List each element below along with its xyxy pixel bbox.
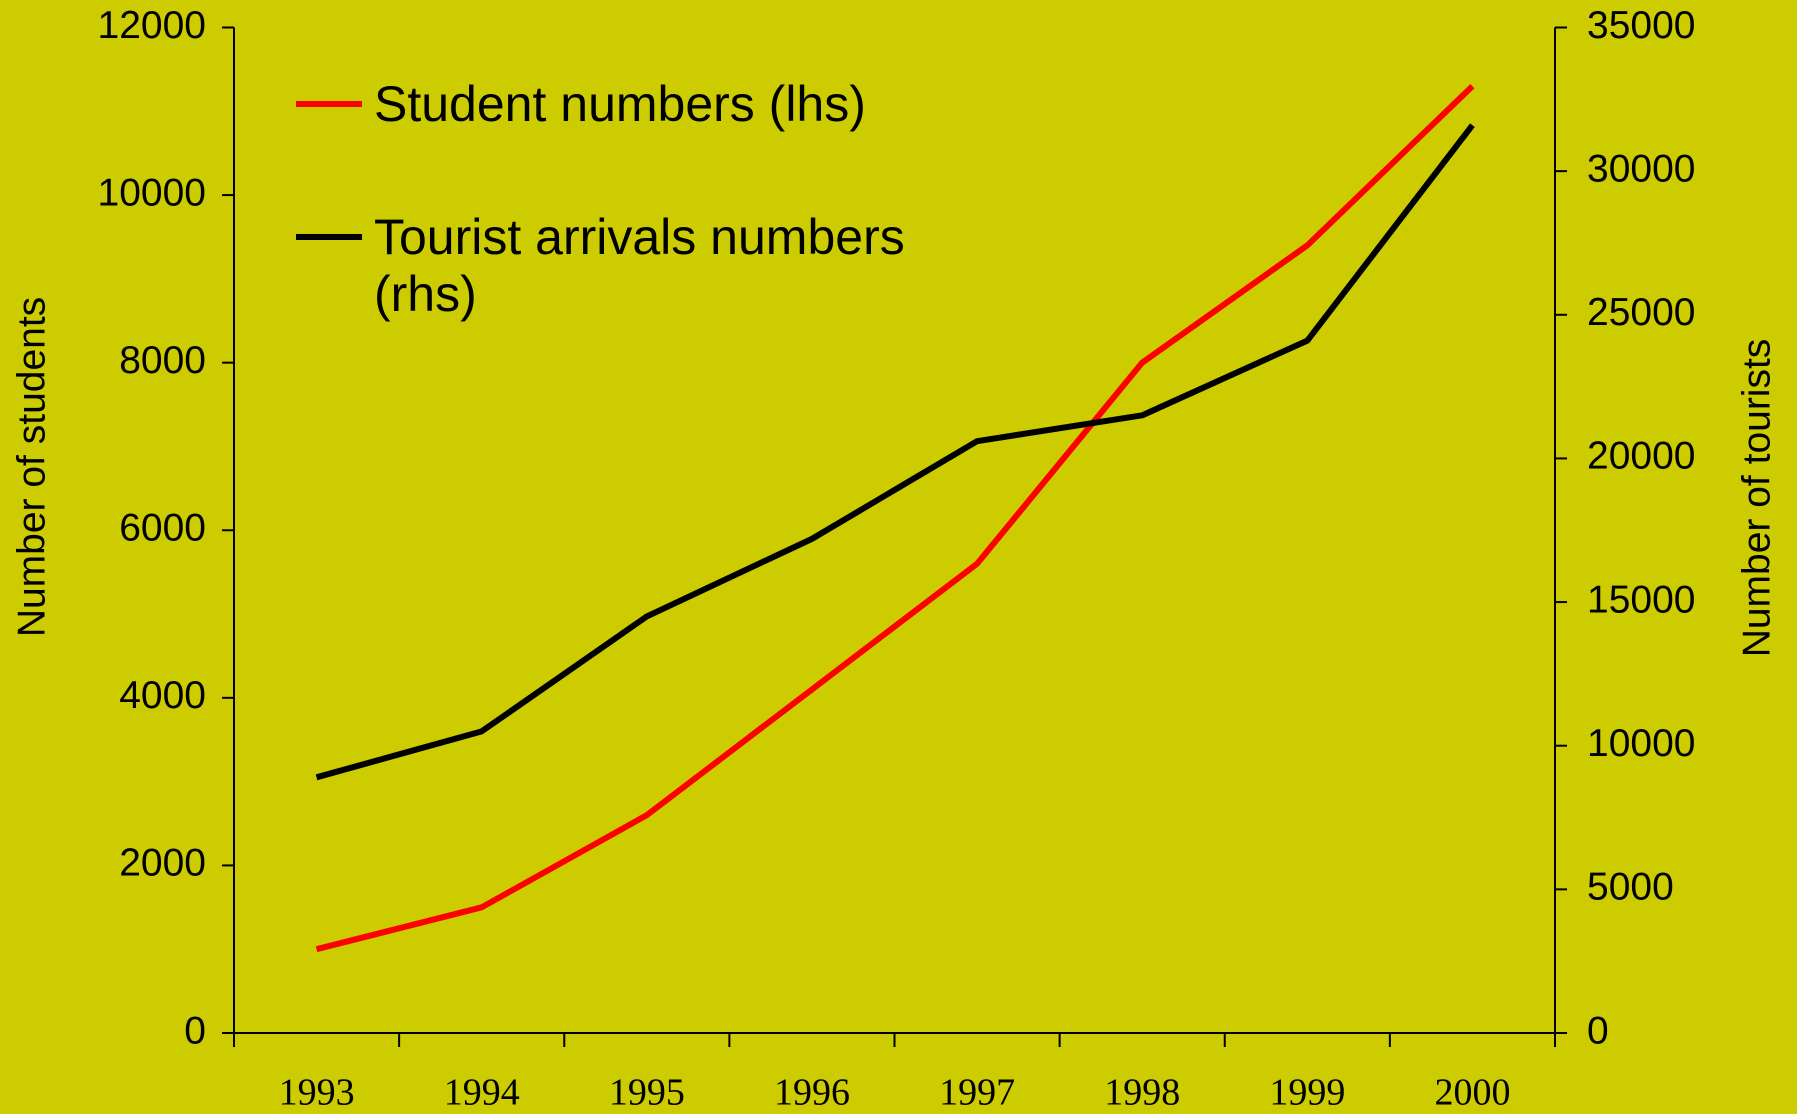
x-tick-label: 1998 (1104, 1072, 1180, 1114)
y2-tick-label: 20000 (1587, 435, 1695, 478)
x-tick-label: 1996 (774, 1072, 850, 1114)
series-line (315, 123, 1475, 781)
y2-tick-label: 10000 (1587, 722, 1695, 765)
y-tick-label: 0 (184, 1009, 206, 1052)
x-tick-label: 1993 (279, 1072, 355, 1114)
y-tick-label: 8000 (119, 339, 206, 382)
legend-label: Tourist arrivals numbers (rhs) (374, 209, 905, 322)
y-axis-title: Number of students (10, 297, 53, 637)
y-tick-label: 4000 (119, 674, 206, 717)
x-tick-label: 1994 (444, 1072, 520, 1114)
y-tick-label: 12000 (98, 4, 206, 47)
y2-tick-label: 5000 (1587, 866, 1674, 909)
y-tick-label: 2000 (119, 842, 206, 885)
legend-label: Student numbers (lhs) (374, 76, 866, 132)
y2-tick-label: 0 (1587, 1009, 1609, 1052)
series-line (315, 83, 1475, 953)
y-tick-label: 10000 (98, 171, 206, 214)
x-tick-label: 2000 (1434, 1072, 1510, 1114)
y2-tick-label: 30000 (1587, 147, 1695, 190)
y2-tick-label: 25000 (1587, 291, 1695, 334)
x-tick-label: 1995 (609, 1072, 685, 1114)
x-tick-label: 1997 (939, 1072, 1015, 1114)
x-tick-label: 1999 (1269, 1072, 1345, 1114)
y2-tick-label: 15000 (1587, 578, 1695, 621)
y-tick-label: 6000 (119, 507, 206, 550)
y2-axis-title: Number of tourists (1735, 339, 1778, 658)
y2-tick-label: 35000 (1587, 4, 1695, 47)
